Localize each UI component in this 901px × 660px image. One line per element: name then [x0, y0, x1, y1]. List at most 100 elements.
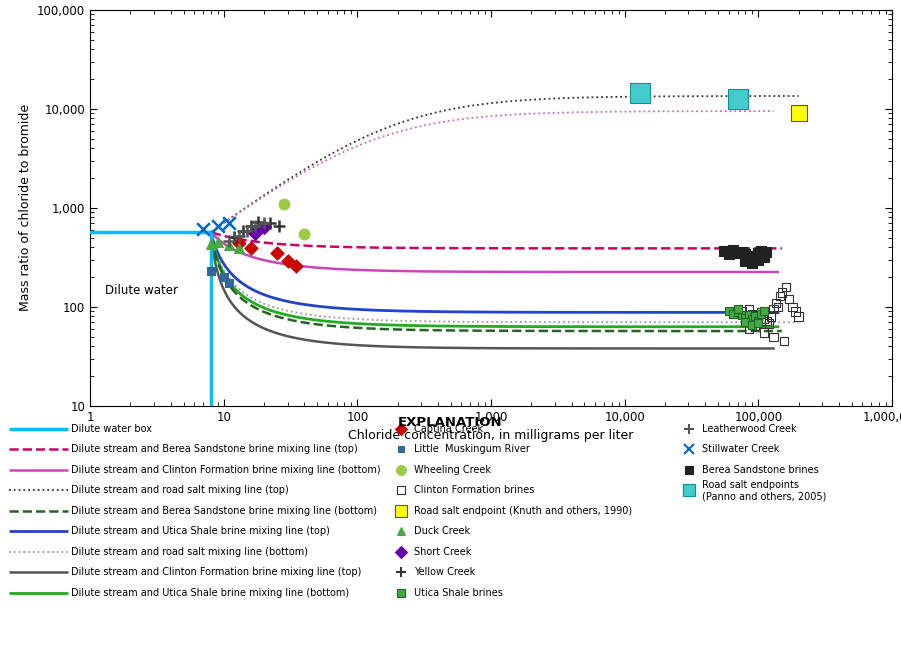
Text: Dilute stream and Utica Shale brine mixing line (bottom): Dilute stream and Utica Shale brine mixi… [71, 587, 350, 598]
Text: Dilute stream and road salt mixing line (top): Dilute stream and road salt mixing line … [71, 485, 289, 496]
Point [738, 312, 752, 323]
Point [742, 310, 756, 321]
Point [222, 240, 236, 251]
Point [204, 266, 218, 277]
Point [204, 239, 218, 249]
Point [745, 314, 760, 325]
Text: EXPLANATION: EXPLANATION [398, 416, 503, 429]
Text: Dilute stream and Clinton Formation brine mixing line (top): Dilute stream and Clinton Formation brin… [71, 567, 361, 578]
Point [731, 304, 745, 314]
Point [227, 232, 241, 242]
Point [757, 249, 771, 259]
Point [742, 323, 756, 334]
Point [782, 294, 796, 304]
Point [726, 244, 741, 255]
Point [751, 315, 766, 326]
Point [722, 306, 736, 317]
Point [262, 218, 277, 228]
Point [742, 250, 756, 261]
Point [748, 312, 762, 322]
Point [716, 246, 731, 256]
Text: Captina Creek: Captina Creek [414, 424, 483, 434]
Point [222, 278, 236, 288]
Point [770, 302, 785, 312]
Point [757, 306, 771, 317]
Point [754, 309, 769, 319]
Point [748, 320, 762, 331]
Text: Clinton Formation brines: Clinton Formation brines [414, 485, 534, 496]
Point [232, 238, 246, 248]
Point [751, 310, 766, 321]
Point [748, 312, 762, 323]
Point [754, 246, 769, 256]
Point [764, 312, 778, 322]
Point [760, 247, 774, 257]
Text: Dilute water box: Dilute water box [71, 424, 152, 434]
Text: Dilute stream and Clinton Formation brine mixing line (bottom): Dilute stream and Clinton Formation brin… [71, 465, 381, 475]
Text: Duck Creek: Duck Creek [414, 526, 469, 537]
Point [786, 302, 800, 312]
Point [222, 218, 236, 228]
Point [748, 250, 762, 261]
Point [731, 248, 745, 258]
Point [244, 243, 259, 253]
Point [236, 226, 250, 236]
Point [731, 94, 745, 104]
Point [745, 320, 760, 331]
Point [751, 254, 766, 265]
Point [734, 306, 749, 317]
Point [257, 218, 271, 228]
Text: Road salt endpoints
(Panno and others, 2005): Road salt endpoints (Panno and others, 2… [702, 480, 826, 501]
Point [751, 318, 766, 329]
Point [761, 318, 776, 329]
Point [738, 249, 752, 259]
Point [257, 222, 271, 232]
Point [791, 312, 805, 322]
Point [244, 221, 259, 232]
Text: Leatherwood Creek: Leatherwood Creek [702, 424, 796, 434]
Text: Wheeling Creek: Wheeling Creek [414, 465, 490, 475]
Point [731, 307, 745, 317]
Point [769, 298, 783, 308]
Text: Dilute stream and Utica Shale brine mixing line (top): Dilute stream and Utica Shale brine mixi… [71, 526, 330, 537]
Point [216, 272, 231, 282]
Point [633, 88, 647, 98]
Text: Dilute stream and Berea Sandstone brine mixing line (bottom): Dilute stream and Berea Sandstone brine … [71, 506, 378, 516]
Y-axis label: Mass ratio of chloride to bromide: Mass ratio of chloride to bromide [19, 104, 32, 312]
Point [248, 221, 262, 232]
Text: Short Creek: Short Creek [414, 546, 471, 557]
Point [289, 261, 304, 271]
Point [767, 331, 781, 342]
Point [211, 237, 225, 248]
Text: Berea Sandstone brines: Berea Sandstone brines [702, 465, 819, 475]
Point [757, 327, 771, 338]
Point [297, 229, 312, 240]
Point [757, 251, 771, 262]
Point [196, 224, 210, 234]
Point [269, 248, 284, 258]
Text: Little  Muskingum River: Little Muskingum River [414, 444, 530, 455]
Point [767, 304, 781, 314]
Point [726, 309, 741, 319]
Point [742, 304, 756, 314]
Point [773, 290, 787, 301]
Point [211, 220, 225, 231]
Text: Dilute water: Dilute water [105, 284, 178, 298]
Text: Dilute stream and Berea Sandstone brine mixing line (top): Dilute stream and Berea Sandstone brine … [71, 444, 358, 455]
Point [738, 256, 752, 267]
Point [232, 231, 246, 242]
Point [775, 287, 789, 298]
Point [760, 315, 774, 326]
Text: Utica Shale brines: Utica Shale brines [414, 587, 503, 598]
Point [738, 312, 752, 322]
Text: Dilute stream and road salt mixing line (bottom): Dilute stream and road salt mixing line … [71, 546, 308, 557]
Text: Road salt endpoint (Knuth and others, 1990): Road salt endpoint (Knuth and others, 19… [414, 506, 632, 516]
Point [745, 257, 760, 268]
Point [788, 306, 803, 317]
Point [745, 309, 760, 319]
Text: Yellow Creek: Yellow Creek [414, 567, 475, 578]
Point [222, 236, 236, 247]
Point [734, 247, 749, 257]
Point [722, 249, 736, 259]
Point [250, 216, 265, 227]
